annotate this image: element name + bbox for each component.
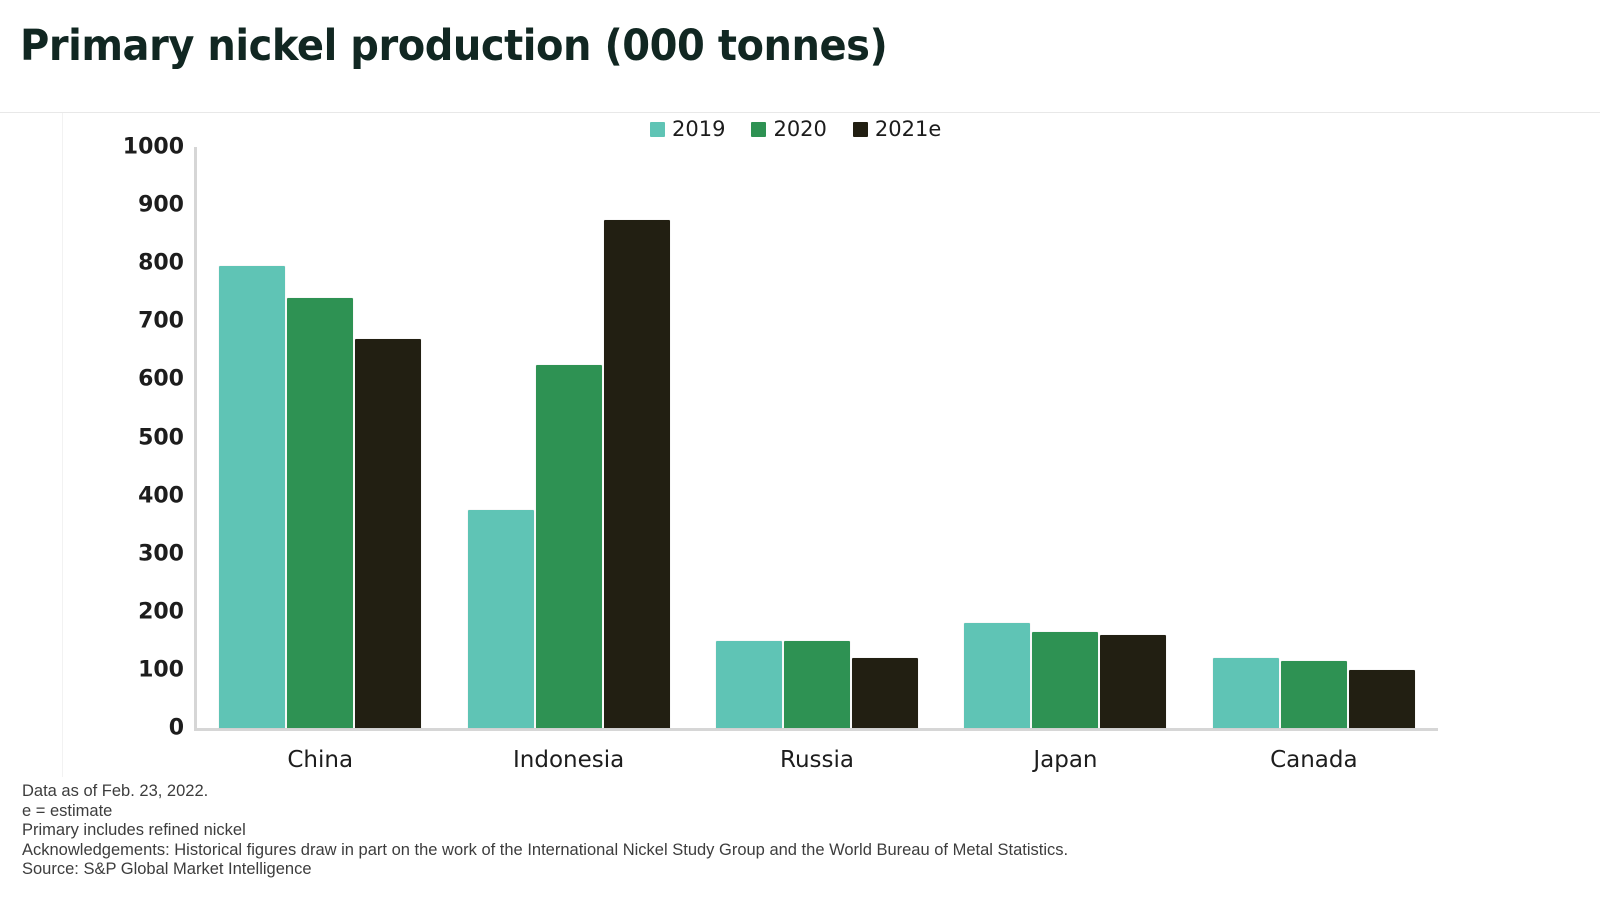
bar-china-2020[interactable]	[287, 298, 354, 728]
footnote-line: Source: S&P Global Market Intelligence	[22, 860, 312, 878]
x-axis-category-label: Japan	[1033, 747, 1098, 773]
bar-group-indonesia: Indonesia	[444, 147, 692, 773]
bar-canada-2019[interactable]	[1212, 658, 1279, 728]
chart-legend: 2019 2020 2021e	[650, 117, 941, 141]
bar-indonesia-2020[interactable]	[535, 364, 602, 728]
bar-japan-2019[interactable]	[964, 623, 1031, 728]
y-axis-tick-0: 0	[168, 715, 184, 741]
y-axis-tick-100: 100	[138, 657, 184, 683]
bar-china-2019[interactable]	[219, 266, 286, 728]
footnote-line: Acknowledgements: Historical figures dra…	[22, 840, 1069, 859]
legend-item-2019[interactable]: 2019	[650, 117, 725, 141]
y-axis-tick-1000: 1000	[122, 134, 184, 160]
legend-label: 2020	[773, 117, 827, 141]
title-band: Primary nickel production (000 tonnes)	[0, 0, 1600, 113]
bar-group-japan: Japan	[941, 147, 1189, 773]
y-axis-tick-800: 800	[138, 250, 184, 276]
legend-label: 2019	[672, 117, 726, 141]
title-divider	[0, 112, 1600, 113]
footnote-line: e = estimate	[22, 801, 113, 820]
footnotes: Data as of Feb. 23, 2022. e = estimate Pri…	[22, 782, 1522, 880]
x-axis-category-label: Canada	[1270, 747, 1358, 773]
bar-indonesia-2019[interactable]	[467, 510, 534, 728]
bar-russia-2021e[interactable]	[852, 658, 919, 728]
bar-group-russia: Russia	[693, 147, 941, 773]
x-axis-line	[194, 728, 1438, 731]
page-title: Primary nickel production (000 tonnes)	[20, 21, 888, 71]
footnote-line: Primary includes refined nickel	[22, 821, 246, 839]
x-axis-category-label: Indonesia	[512, 747, 625, 773]
x-axis-category-label: China	[287, 747, 354, 773]
plot-region: 1000 900 800 700 600 500 400 300 200 100 0 China In…	[123, 135, 1438, 773]
legend-item-2021e[interactable]: 2021e	[852, 117, 942, 141]
footnote-line: Data as of Feb. 23, 2022.	[22, 782, 209, 800]
y-axis-tick-700: 700	[138, 308, 184, 334]
y-axis-tick-900: 900	[138, 192, 184, 218]
bar-japan-2021e[interactable]	[1100, 635, 1167, 728]
x-axis-category-label: Russia	[780, 747, 854, 773]
bar-russia-2020[interactable]	[784, 640, 851, 728]
legend-label: 2021e	[874, 117, 942, 141]
bar-group-china: China	[196, 147, 444, 773]
y-axis-tick-200: 200	[138, 599, 184, 625]
bar-russia-2019[interactable]	[716, 640, 783, 728]
chart-area: 2019 2020 2021e 1000 900 800 700 600 500 400 300 2…	[0, 113, 1600, 777]
bar-china-2021e[interactable]	[355, 338, 422, 728]
legend-swatch-icon	[751, 121, 767, 137]
bar-indonesia-2021e[interactable]	[603, 219, 670, 728]
y-axis-tick-500: 500	[138, 425, 184, 450]
bar-groups: China Indonesia Russia Japan Canada	[196, 147, 1438, 773]
y-axis-tick-600: 600	[138, 366, 184, 392]
bar-group-canada: Canada	[1190, 147, 1438, 773]
y-axis-tick-labels: 1000 900 800 700 600 500 400 300 200 100 0	[116, 135, 184, 741]
bar-japan-2020[interactable]	[1032, 632, 1099, 728]
y-axis-line	[194, 147, 197, 730]
y-axis-tick-400: 400	[138, 483, 184, 509]
legend-swatch-icon	[852, 121, 868, 137]
y-axis-tick-300: 300	[138, 541, 184, 567]
bar-canada-2020[interactable]	[1280, 661, 1347, 728]
bar-canada-2021e[interactable]	[1348, 669, 1415, 728]
legend-item-2020[interactable]: 2020	[751, 117, 827, 141]
legend-swatch-icon	[650, 121, 665, 137]
left-divider	[62, 113, 63, 777]
